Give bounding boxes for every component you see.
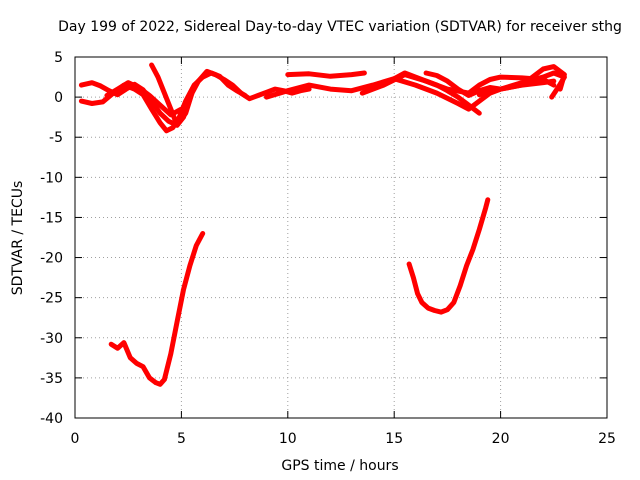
series-line-sat-i xyxy=(423,64,567,98)
plot-frame xyxy=(74,56,608,419)
series-line-sat-j xyxy=(476,70,567,100)
y-tick-label: -30 xyxy=(40,331,63,347)
y-tick-label: 5 xyxy=(54,50,63,66)
y-axis-label: SDTVAR / TECUs xyxy=(10,181,26,296)
x-tick-label: 25 xyxy=(598,431,616,447)
y-tick-label: -20 xyxy=(40,251,63,267)
x-tick-label: 5 xyxy=(177,431,186,447)
x-tick-label: 15 xyxy=(385,431,403,447)
x-tick-label: 0 xyxy=(71,431,80,447)
series-line-sat-h xyxy=(387,70,482,116)
data-series xyxy=(78,62,567,387)
series-line-sat-l xyxy=(406,197,491,315)
y-tick-label: -15 xyxy=(40,210,63,226)
y-tick-label: -40 xyxy=(40,411,63,427)
y-tick-label: -35 xyxy=(40,371,63,387)
series-line-sat-a xyxy=(78,70,248,134)
chart-title: Day 199 of 2022, Sidereal Day-to-day VTE… xyxy=(58,19,622,35)
y-tick-label: -25 xyxy=(40,291,63,307)
series-line-sat-f xyxy=(264,76,557,112)
y-tick-label: 0 xyxy=(54,90,63,106)
x-tick-label: 20 xyxy=(492,431,510,447)
series-line-sat-k xyxy=(108,231,206,387)
series-line-sat-e xyxy=(285,70,367,79)
series-line-sat-d xyxy=(104,80,184,118)
y-tick-label: -5 xyxy=(49,130,63,146)
y-tick-label: -10 xyxy=(40,170,63,186)
x-tick-label: 10 xyxy=(279,431,297,447)
axis-ticks: 0 5 10 15 20 25 5 0 -5 -10 -15 -20 -25 -30 -35 -40 xyxy=(40,50,616,447)
x-axis-label: GPS time / hours xyxy=(281,458,398,474)
